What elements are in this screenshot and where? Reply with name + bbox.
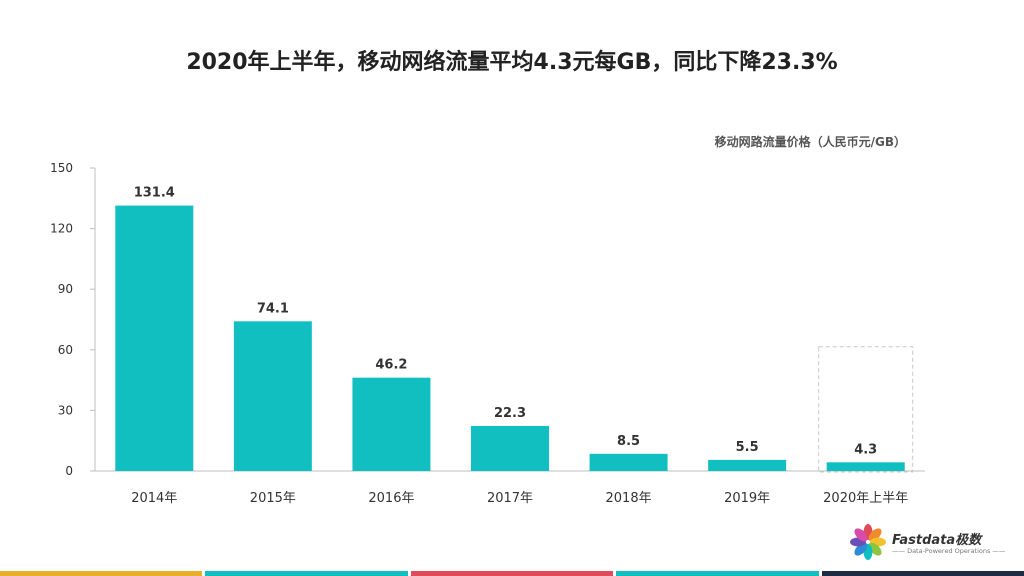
x-tick-label: 2016年: [368, 491, 414, 506]
bar: [826, 462, 905, 471]
x-tick-label: 2015年: [250, 491, 296, 506]
y-tick-label: 30: [58, 403, 73, 417]
logo-petal: [868, 528, 882, 542]
unit-label: 移动网路流量价格（人民币元/GB）: [714, 135, 906, 149]
bar: [708, 459, 787, 471]
footer-stripe-segment: [0, 571, 203, 576]
flower-logo-icon: [850, 524, 886, 560]
footer-stripe-segment: [616, 571, 819, 576]
x-tick-label: 2017年: [487, 491, 533, 506]
x-tick-label: 2020年上半年: [823, 491, 908, 506]
bar-value-label: 131.4: [134, 186, 175, 201]
bar: [589, 453, 668, 471]
highlight-box: [818, 346, 914, 473]
bar: [352, 377, 431, 471]
bar-value-label: 22.3: [494, 406, 526, 421]
footer-stripe-segment: [205, 571, 408, 576]
y-tick-label: 150: [50, 161, 73, 175]
logo-petal: [854, 528, 868, 542]
y-tick-label: 90: [58, 282, 73, 296]
bar-value-label: 74.1: [257, 301, 289, 316]
y-tick-label: 60: [58, 343, 73, 357]
footer-stripe: [0, 571, 1024, 576]
bar-value-label: 4.3: [854, 442, 877, 457]
footer-stripe-segment: [821, 571, 1024, 576]
y-tick-label: 0: [65, 464, 73, 478]
bar: [233, 321, 312, 471]
brand-logo: Fastdata极数 —— Data-Powered Operations ——: [848, 520, 1005, 564]
logo-name: Fastdata极数: [892, 533, 982, 548]
x-tick-label: 2019年: [724, 491, 770, 506]
slide-title: 2020年上半年，移动网络流量平均4.3元每GB，同比下降23.3%: [186, 50, 838, 75]
bar: [115, 205, 194, 471]
bar: [471, 425, 549, 471]
y-tick-label: 120: [50, 222, 73, 236]
x-tick-label: 2018年: [606, 491, 652, 506]
x-tick-label: 2014年: [131, 491, 177, 506]
logo-petal: [854, 542, 868, 556]
logo-petal: [868, 542, 882, 556]
footer-stripe-segment: [410, 571, 614, 576]
bar-value-label: 5.5: [736, 440, 759, 455]
bar-value-label: 46.2: [375, 358, 407, 373]
logo-tagline: —— Data-Powered Operations ——: [892, 547, 1006, 555]
bar-value-label: 8.5: [617, 434, 640, 449]
